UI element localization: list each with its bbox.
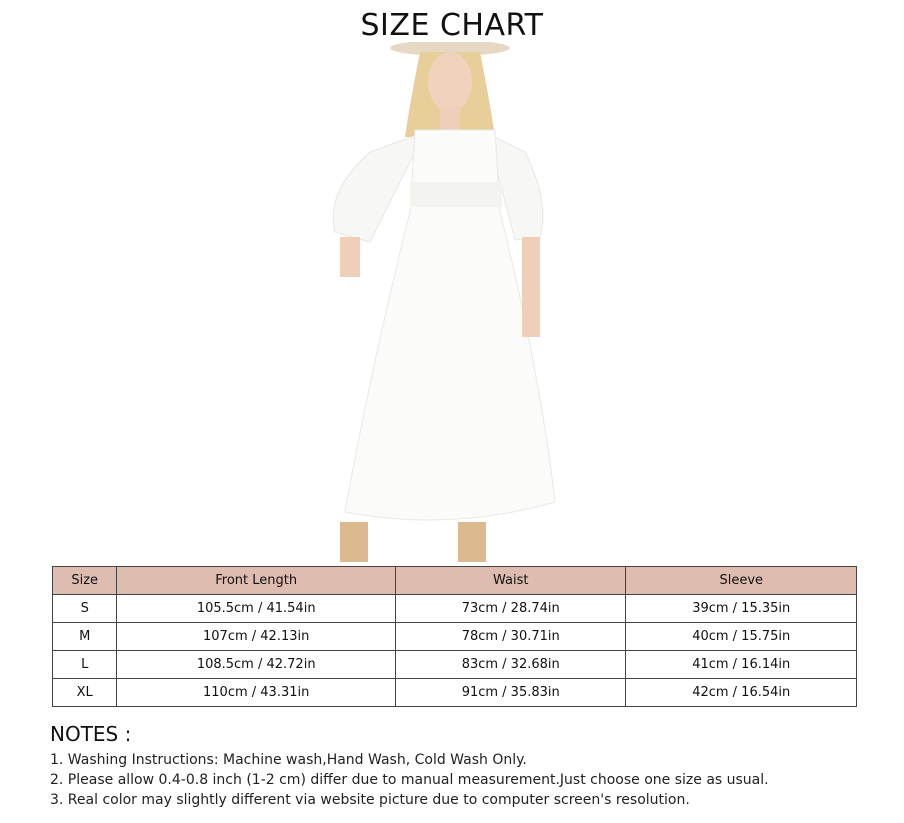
waistband <box>410 182 502 207</box>
page-title: SIZE CHART <box>360 8 544 43</box>
cell-size: L <box>51 650 118 679</box>
model-photo <box>332 42 556 562</box>
header-sleeve: Sleeve <box>625 566 857 595</box>
cell-waist: 78cm / 30.71in <box>394 622 627 651</box>
cell-front-length: 107cm / 42.13in <box>116 622 396 651</box>
note-item: 1. Washing Instructions: Machine wash,Ha… <box>50 752 527 768</box>
table-row: L 108.5cm / 42.72in 83cm / 32.68in 41cm … <box>51 650 857 679</box>
note-item: 3. Real color may slightly different via… <box>50 792 690 808</box>
table-header-row: Size Front Length Waist Sleeve <box>51 566 857 595</box>
cell-sleeve: 41cm / 16.14in <box>625 650 857 679</box>
notes-heading: NOTES : <box>50 722 132 746</box>
right-boot <box>458 522 486 562</box>
table-row: XL 110cm / 43.31in 91cm / 35.83in 42cm /… <box>51 678 857 707</box>
face <box>428 52 472 112</box>
cell-waist: 91cm / 35.83in <box>394 678 627 707</box>
table-row: S 105.5cm / 41.54in 73cm / 28.74in 39cm … <box>51 594 857 623</box>
cell-front-length: 108.5cm / 42.72in <box>116 650 396 679</box>
header-front-length: Front Length <box>116 566 396 595</box>
header-waist: Waist <box>394 566 627 595</box>
cell-front-length: 110cm / 43.31in <box>116 678 396 707</box>
size-table: Size Front Length Waist Sleeve S 105.5cm… <box>51 566 857 707</box>
table-row: M 107cm / 42.13in 78cm / 30.71in 40cm / … <box>51 622 857 651</box>
cell-size: S <box>51 594 118 623</box>
left-boot <box>340 522 368 562</box>
cell-size: XL <box>51 678 118 707</box>
cell-sleeve: 40cm / 15.75in <box>625 622 857 651</box>
left-sleeve <box>332 131 427 243</box>
cell-front-length: 105.5cm / 41.54in <box>116 594 396 623</box>
note-item: 2. Please allow 0.4-0.8 inch (1-2 cm) di… <box>50 772 769 788</box>
cell-sleeve: 42cm / 16.54in <box>625 678 857 707</box>
cell-waist: 83cm / 32.68in <box>394 650 627 679</box>
cell-waist: 73cm / 28.74in <box>394 594 627 623</box>
notes-section: NOTES : 1. Washing Instructions: Machine… <box>50 722 769 810</box>
header-size: Size <box>51 566 118 595</box>
cell-size: M <box>51 622 118 651</box>
cell-sleeve: 39cm / 15.35in <box>625 594 857 623</box>
